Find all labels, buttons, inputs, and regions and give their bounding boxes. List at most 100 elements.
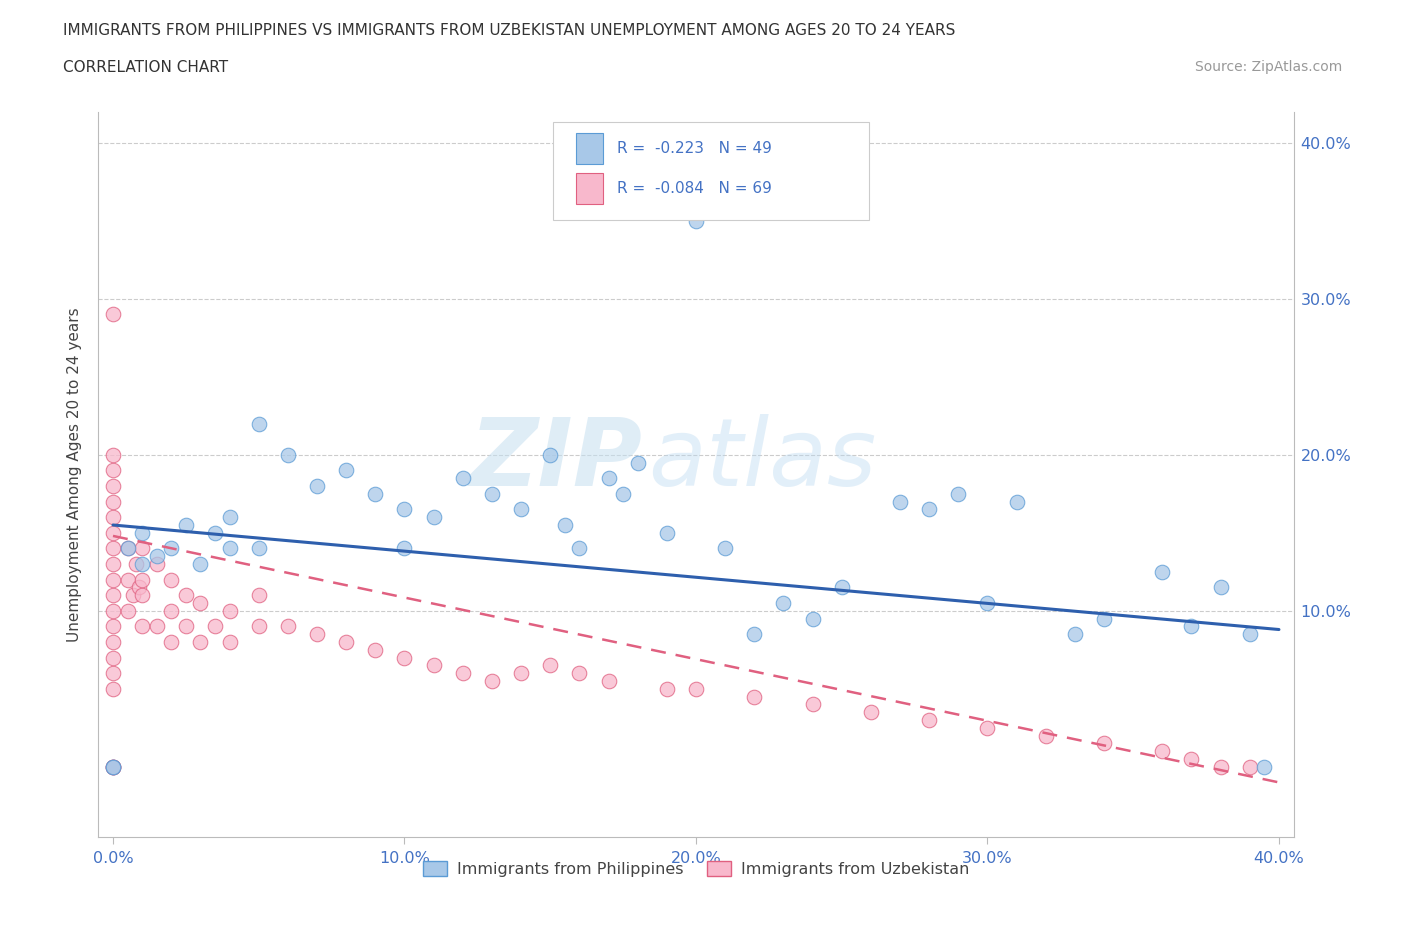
Point xyxy=(117,604,139,618)
Point xyxy=(598,673,620,688)
Point xyxy=(101,541,124,556)
Point xyxy=(422,510,444,525)
Point xyxy=(1064,627,1087,642)
Point xyxy=(568,666,591,681)
Point xyxy=(451,666,474,681)
Point xyxy=(101,760,124,775)
Point xyxy=(101,572,124,587)
Text: CORRELATION CHART: CORRELATION CHART xyxy=(63,60,228,75)
FancyBboxPatch shape xyxy=(553,123,869,220)
Point xyxy=(101,307,124,322)
Point xyxy=(1180,619,1202,634)
Point xyxy=(101,760,124,775)
Point xyxy=(131,588,153,603)
Point xyxy=(655,525,678,540)
Point xyxy=(394,650,416,665)
Point xyxy=(859,705,882,720)
Point xyxy=(481,673,503,688)
Point xyxy=(918,502,941,517)
Point xyxy=(101,650,124,665)
Point xyxy=(1092,611,1115,626)
Point xyxy=(247,541,270,556)
Text: Source: ZipAtlas.com: Source: ZipAtlas.com xyxy=(1195,60,1343,74)
Point xyxy=(190,595,212,610)
Point xyxy=(510,502,533,517)
Y-axis label: Unemployment Among Ages 20 to 24 years: Unemployment Among Ages 20 to 24 years xyxy=(67,307,83,642)
Point xyxy=(1092,736,1115,751)
Point xyxy=(1239,760,1261,775)
Point xyxy=(101,760,124,775)
Point xyxy=(117,541,139,556)
Point xyxy=(364,486,387,501)
Point xyxy=(451,471,474,485)
Point xyxy=(101,447,124,462)
Point xyxy=(277,447,299,462)
Point xyxy=(204,525,226,540)
Point xyxy=(174,588,197,603)
Text: R =  -0.084   N = 69: R = -0.084 N = 69 xyxy=(617,181,772,196)
Point xyxy=(101,510,124,525)
Point xyxy=(655,682,678,697)
Point xyxy=(131,556,153,571)
Point xyxy=(190,634,212,649)
Point xyxy=(976,721,998,736)
Text: ZIP: ZIP xyxy=(470,414,643,506)
Point xyxy=(1209,760,1232,775)
Bar xyxy=(576,173,603,204)
Point xyxy=(101,666,124,681)
Point xyxy=(948,486,970,501)
Point xyxy=(422,658,444,672)
Point xyxy=(612,486,634,501)
Point xyxy=(1180,751,1202,766)
Point xyxy=(190,556,212,571)
Point xyxy=(160,541,183,556)
Point xyxy=(145,556,167,571)
Point xyxy=(160,604,183,618)
Point xyxy=(305,479,328,494)
Point xyxy=(131,572,153,587)
Point xyxy=(364,643,387,658)
Point xyxy=(918,712,941,727)
Point xyxy=(1152,565,1174,579)
Point xyxy=(174,518,197,533)
Point xyxy=(218,604,240,618)
Point xyxy=(145,549,167,564)
Point xyxy=(101,556,124,571)
Point xyxy=(101,760,124,775)
Point xyxy=(889,494,911,509)
Point xyxy=(627,455,650,470)
Point xyxy=(394,541,416,556)
Point xyxy=(117,572,139,587)
Point xyxy=(125,556,148,571)
Point xyxy=(122,588,145,603)
Point xyxy=(247,588,270,603)
Text: atlas: atlas xyxy=(648,414,876,505)
Point xyxy=(160,634,183,649)
Point xyxy=(1253,760,1275,775)
Point xyxy=(1239,627,1261,642)
Point xyxy=(742,689,765,704)
Point xyxy=(1209,580,1232,595)
Point xyxy=(394,502,416,517)
Point xyxy=(128,580,150,595)
Point xyxy=(510,666,533,681)
Point xyxy=(101,525,124,540)
Point xyxy=(568,541,591,556)
Point xyxy=(101,494,124,509)
Point xyxy=(1005,494,1028,509)
Point xyxy=(481,486,503,501)
Point xyxy=(101,634,124,649)
Point xyxy=(218,510,240,525)
Point xyxy=(117,541,139,556)
Legend: Immigrants from Philippines, Immigrants from Uzbekistan: Immigrants from Philippines, Immigrants … xyxy=(416,855,976,884)
Point xyxy=(598,471,620,485)
Point xyxy=(335,463,357,478)
Point xyxy=(101,682,124,697)
Point xyxy=(145,619,167,634)
Point xyxy=(101,479,124,494)
Point xyxy=(801,697,824,711)
Point xyxy=(772,595,794,610)
Point xyxy=(801,611,824,626)
Point xyxy=(685,682,707,697)
Point xyxy=(204,619,226,634)
